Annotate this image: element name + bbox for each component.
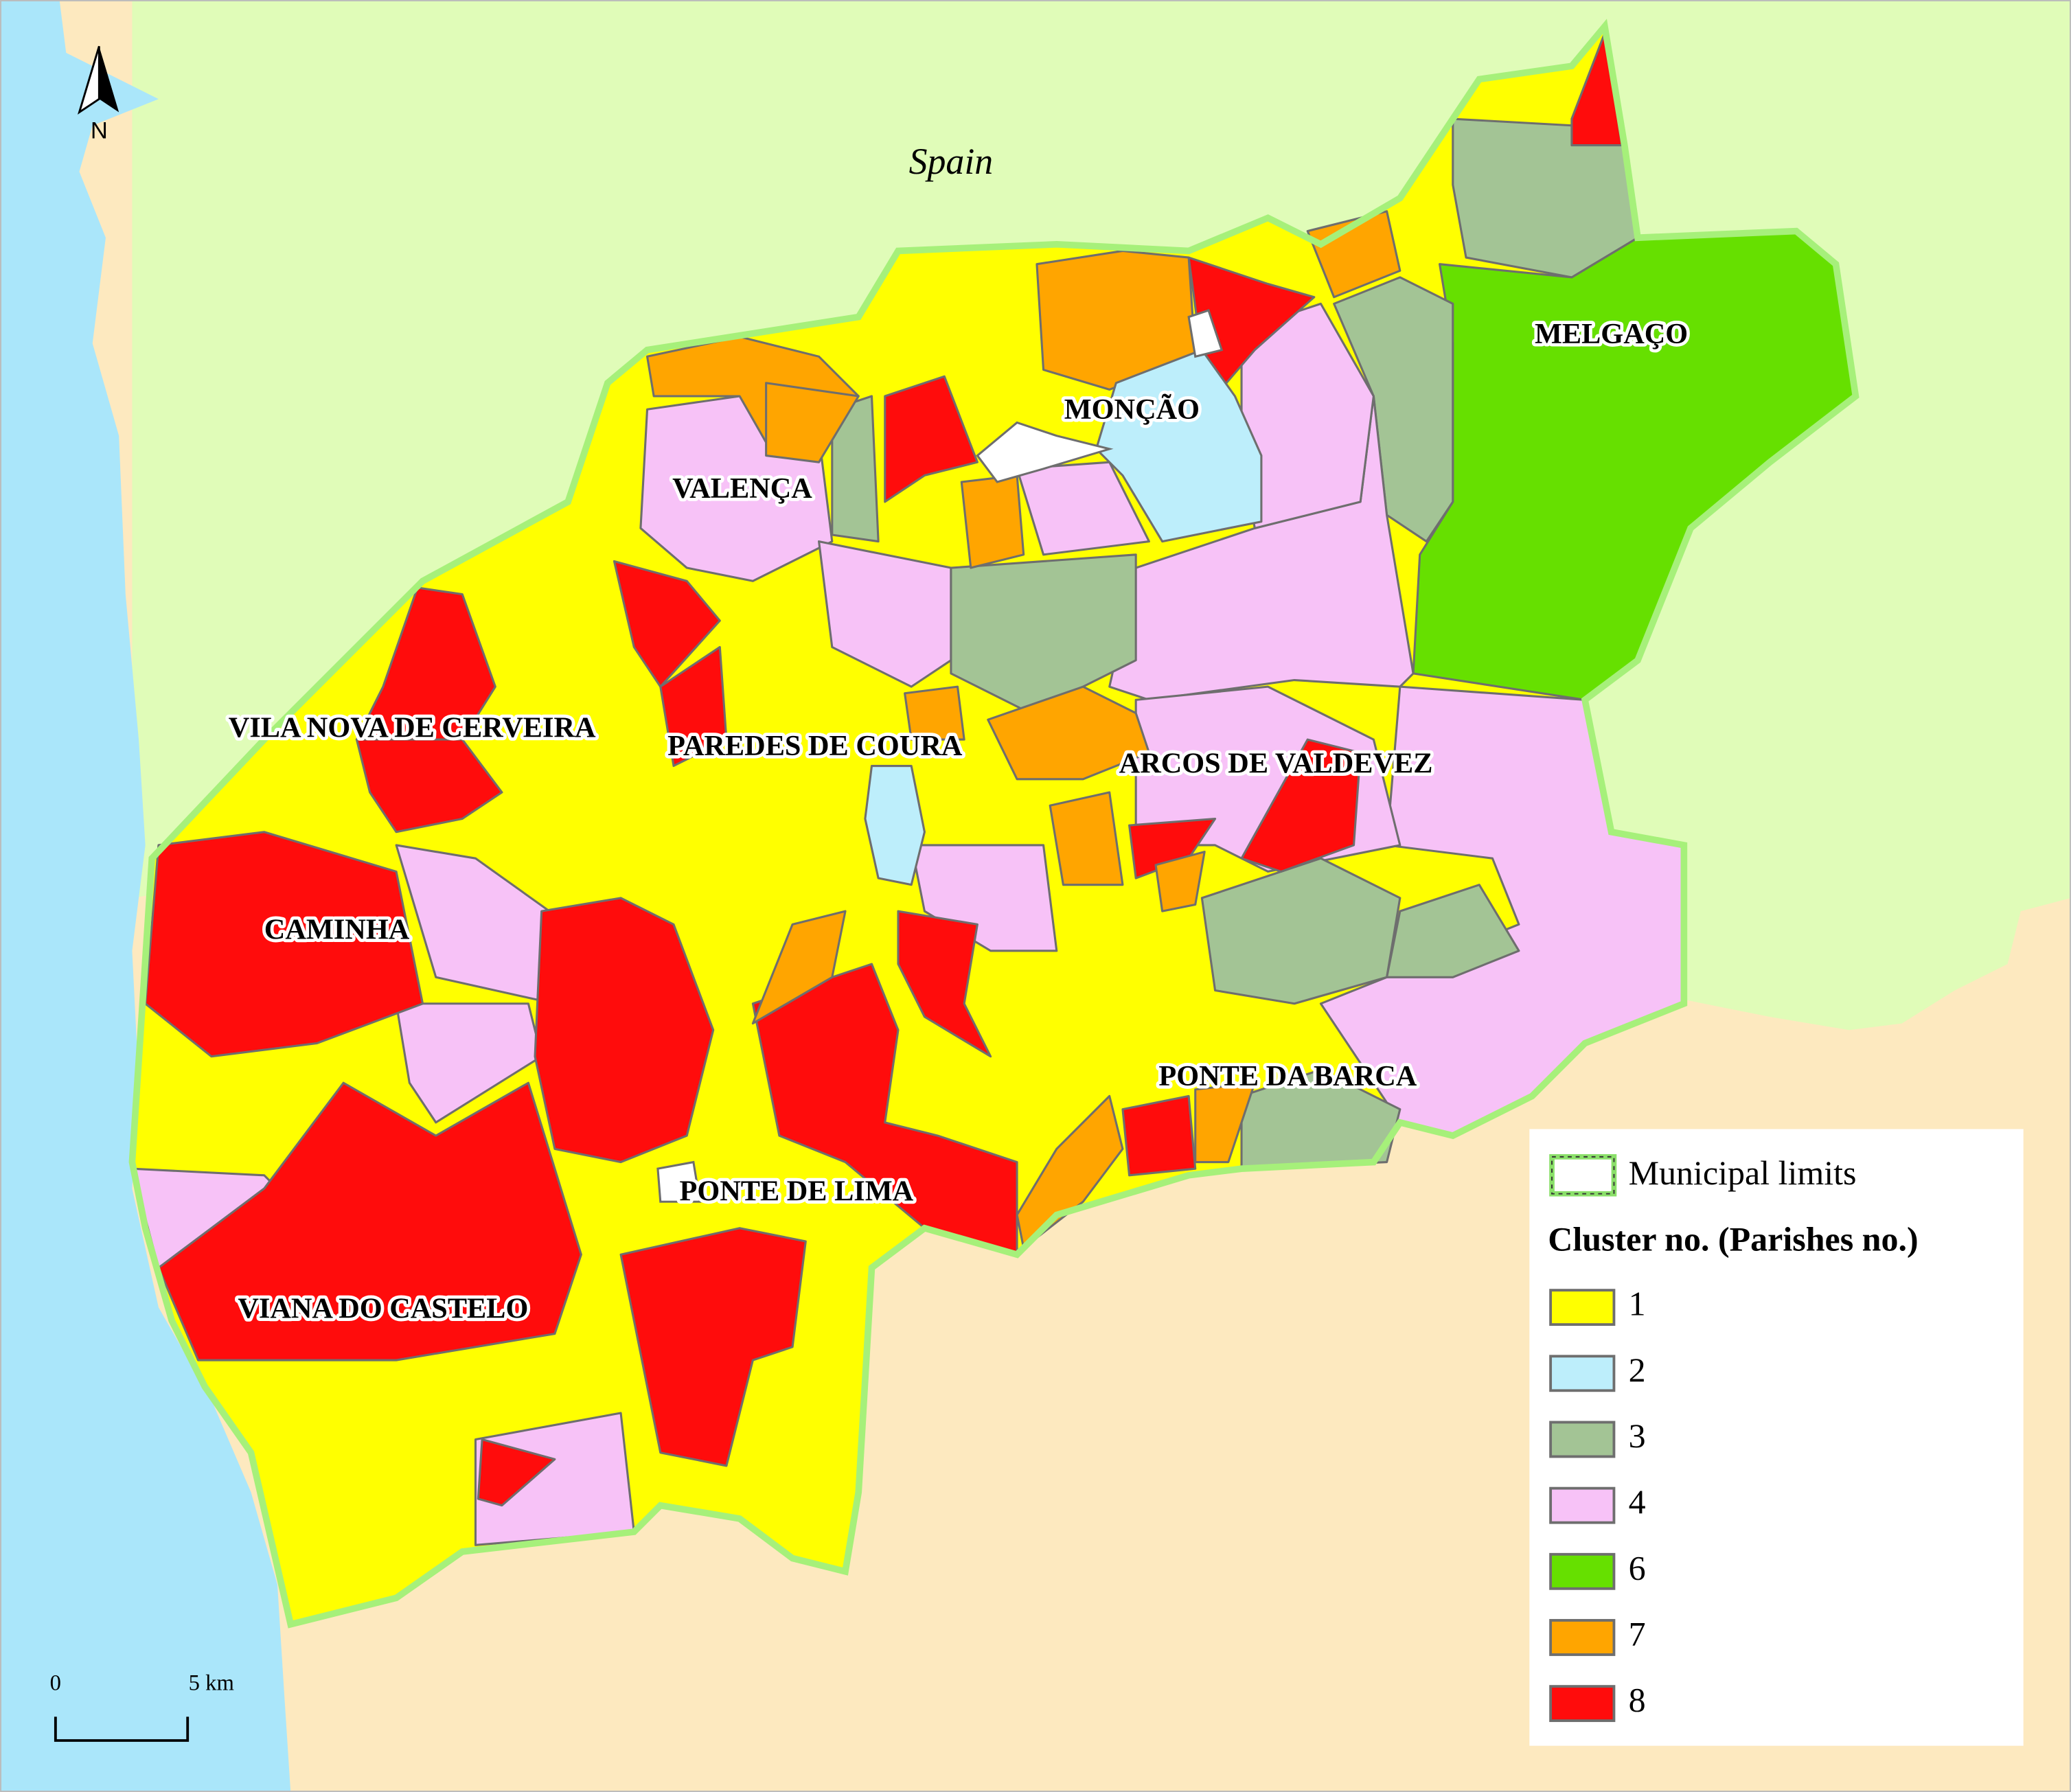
legend-swatch bbox=[1549, 1619, 1616, 1656]
municipality-label: VALENÇA bbox=[672, 472, 812, 505]
limits-label: Municipal limits bbox=[1629, 1153, 1857, 1192]
parish bbox=[1016, 461, 1150, 556]
legend-swatch bbox=[1549, 1486, 1616, 1524]
municipality-label: ARCOS DE VALDEVEZ bbox=[1119, 747, 1433, 779]
parish bbox=[1194, 1081, 1256, 1164]
legend-label: 6 bbox=[1629, 1548, 1646, 1587]
legend-title: Cluster no. (Parishes no.) bbox=[1548, 1219, 1918, 1258]
parish bbox=[818, 540, 952, 688]
parish bbox=[987, 685, 1150, 781]
legend-swatch bbox=[1549, 1421, 1616, 1458]
parish bbox=[751, 910, 847, 1025]
legend-swatch bbox=[1549, 1289, 1616, 1326]
parish bbox=[831, 395, 880, 543]
parish bbox=[619, 1227, 807, 1467]
country-label: Spain bbox=[909, 141, 994, 182]
parish bbox=[897, 910, 992, 1058]
municipality-label: PONTE DA BARCA bbox=[1158, 1060, 1417, 1092]
municipality-label: MELGAÇO bbox=[1535, 318, 1688, 350]
parish bbox=[1240, 738, 1362, 873]
parish bbox=[355, 738, 503, 834]
parish bbox=[477, 1438, 556, 1507]
parish bbox=[1121, 1094, 1197, 1177]
legend-swatch bbox=[1549, 1355, 1616, 1392]
legend-swatch bbox=[1549, 1685, 1616, 1723]
legend-swatch bbox=[1549, 1552, 1616, 1590]
parish bbox=[1016, 1094, 1124, 1250]
parish bbox=[144, 831, 424, 1058]
parish bbox=[904, 685, 965, 741]
parish bbox=[157, 1081, 582, 1362]
parish bbox=[395, 1002, 543, 1124]
north-label: N bbox=[91, 117, 108, 143]
municipality-labels: MELGAÇO MONÇÃO VALENÇA VILA NOVA DE CERVEIR… bbox=[225, 314, 1691, 1328]
unclassified-parish bbox=[656, 1160, 702, 1203]
parish bbox=[1386, 884, 1520, 978]
parish bbox=[1095, 349, 1263, 543]
scale-start: 0 bbox=[50, 1671, 61, 1696]
north-arrow-half bbox=[77, 45, 100, 115]
municipality-label: VILA NOVA DE CERVEIRA bbox=[229, 711, 596, 744]
legend-label: 3 bbox=[1629, 1416, 1646, 1455]
parish bbox=[864, 765, 926, 886]
municipality-label: PAREDES DE COURA bbox=[667, 730, 963, 762]
parish bbox=[534, 897, 715, 1164]
legend-label: 8 bbox=[1629, 1681, 1646, 1719]
legend-label: 2 bbox=[1629, 1351, 1646, 1389]
unclassified-parish bbox=[976, 421, 1114, 483]
legend-label: 1 bbox=[1629, 1285, 1646, 1323]
municipality-label: PONTE DE LIMA bbox=[679, 1175, 913, 1207]
limits-swatch-dash bbox=[1551, 1156, 1615, 1195]
north-arrow: N bbox=[77, 45, 119, 143]
municipality-label: MONÇÃO bbox=[1064, 393, 1200, 426]
scale-line bbox=[54, 1716, 190, 1742]
legend: Municipal limits Cluster no. (Parishes n… bbox=[1529, 1129, 2024, 1746]
limits-swatch bbox=[1549, 1154, 1617, 1197]
parish bbox=[659, 645, 728, 768]
parish bbox=[960, 474, 1025, 569]
scale-bar: 0 5 km bbox=[50, 1671, 234, 1742]
parish bbox=[1154, 851, 1206, 912]
parish bbox=[765, 382, 860, 463]
sea bbox=[0, 0, 291, 1792]
parishes bbox=[130, 25, 1857, 1626]
legend-label: 7 bbox=[1629, 1614, 1646, 1653]
municipal-limit bbox=[128, 19, 1860, 1629]
north-arrow-half bbox=[99, 46, 119, 113]
parish bbox=[751, 963, 1018, 1256]
parish bbox=[884, 375, 979, 503]
unclassified-parish bbox=[1187, 309, 1224, 358]
municipality-label: VIANA DO CASTELO bbox=[238, 1293, 528, 1325]
parish bbox=[1049, 791, 1124, 886]
parish bbox=[613, 560, 721, 688]
municipality-label: CAMINHA bbox=[264, 914, 410, 946]
legend-label: 4 bbox=[1629, 1482, 1646, 1521]
scale-end: 5 km bbox=[189, 1671, 234, 1696]
